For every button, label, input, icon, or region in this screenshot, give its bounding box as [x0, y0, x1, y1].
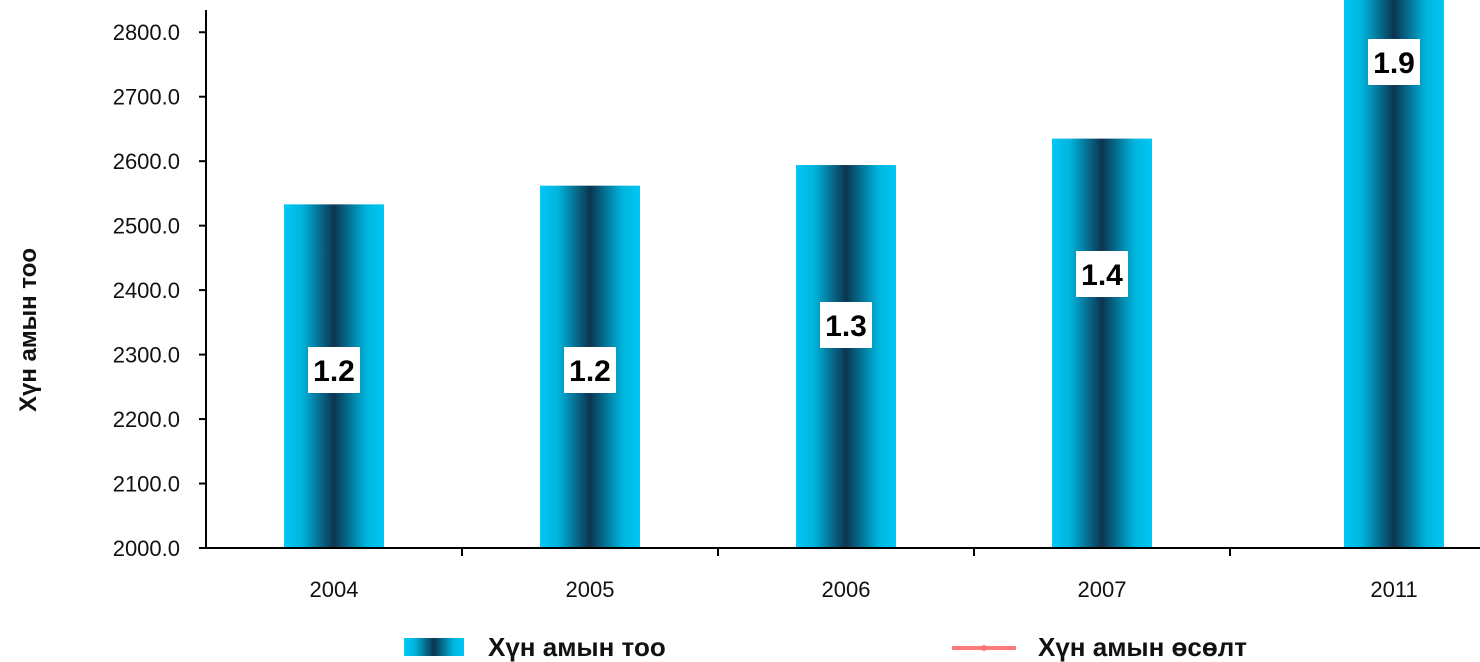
bar-series	[284, 0, 1444, 549]
data-labels: 1.2 1.2 1.3 1.4 1.9	[308, 39, 1420, 393]
x-category-label: 2004	[310, 577, 359, 602]
y-tick-label: 2000.0	[113, 536, 180, 561]
data-label-text: 1.2	[313, 355, 355, 388]
bar-2011	[1344, 0, 1444, 548]
y-axis-title: Хүн амын тоо	[15, 248, 42, 412]
axes	[205, 10, 1480, 556]
data-label-box	[308, 347, 360, 393]
y-tick-label: 2700.0	[113, 85, 180, 110]
data-label-box	[1076, 251, 1128, 297]
legend-label-growth: Хүн амын өсөлт	[1038, 632, 1247, 662]
data-label-2004: 1.2	[308, 347, 360, 393]
bar-2007	[1052, 138, 1152, 549]
data-label-text: 1.4	[1081, 259, 1123, 292]
data-label-box	[820, 302, 872, 348]
legend: Хүн амын тоо Хүн амын өсөлт	[404, 632, 1247, 662]
x-axis-categories: 2004 2005 2006 2007 2011	[310, 577, 1418, 602]
x-category-label: 2006	[822, 577, 871, 602]
data-label-2005: 1.2	[564, 347, 616, 393]
y-tick-label: 2400.0	[113, 278, 180, 303]
y-axis-ticks: 2000.0 2100.0 2200.0 2300.0 2400.0 2500.0 2600…	[113, 20, 206, 561]
bar-2006	[796, 165, 896, 548]
legend-marker-growth	[981, 645, 987, 651]
data-label-text: 1.3	[825, 310, 867, 343]
y-tick-label: 2100.0	[113, 472, 180, 497]
x-category-label: 2007	[1078, 577, 1127, 602]
x-category-label: 2005	[566, 577, 615, 602]
data-label-2006: 1.3	[820, 302, 872, 348]
data-label-box	[564, 347, 616, 393]
data-label-text: 1.9	[1373, 47, 1415, 80]
y-tick-label: 2800.0	[113, 20, 180, 45]
legend-label-population: Хүн амын тоо	[488, 632, 666, 662]
data-label-box	[1368, 39, 1420, 85]
y-tick-label: 2200.0	[113, 407, 180, 432]
y-tick-label: 2300.0	[113, 343, 180, 368]
data-label-2011: 1.9	[1368, 39, 1420, 85]
y-tick-label: 2500.0	[113, 214, 180, 239]
data-label-2007: 1.4	[1076, 251, 1128, 297]
data-label-text: 1.2	[569, 355, 611, 388]
y-tick-label: 2600.0	[113, 149, 180, 174]
x-category-label: 2011	[1370, 577, 1417, 602]
legend-swatch-population	[404, 638, 464, 656]
